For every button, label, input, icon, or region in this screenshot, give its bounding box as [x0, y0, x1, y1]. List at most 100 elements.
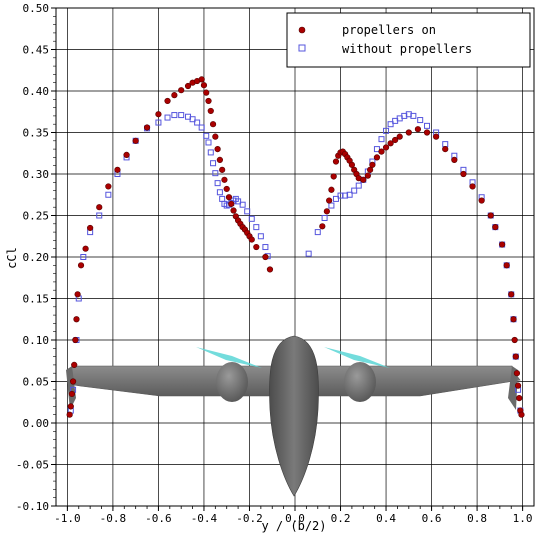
point-propellers-on-72 [382, 144, 390, 151]
point-propellers-on-79 [433, 133, 440, 140]
point-propellers-on-54 [330, 173, 337, 180]
point-propellers-on-29 [209, 121, 217, 128]
point-propellers-on-51 [323, 208, 330, 215]
point-without-propellers-43 [314, 229, 321, 236]
point-propellers-on-69 [369, 161, 376, 168]
legend-label-propellers-on: propellers on [342, 23, 436, 37]
point-propellers-on-71 [378, 148, 385, 155]
point-without-propellers-12 [155, 119, 162, 126]
point-propellers-on-3 [69, 378, 77, 385]
point-without-propellers-14 [171, 112, 178, 119]
point-without-propellers-49 [346, 191, 353, 198]
left-propeller-blade [196, 347, 262, 368]
point-propellers-on-1 [67, 403, 74, 410]
x-tick-label-6: 0.2 [331, 512, 351, 525]
point-without-propellers-65 [424, 122, 431, 129]
y-tick-label-1: -0.05 [16, 459, 49, 472]
point-propellers-on-84 [478, 197, 485, 204]
x-tick-label-1: -0.8 [100, 512, 127, 525]
y-tick-label-11: 0.45 [23, 44, 50, 57]
point-propellers-on-49 [266, 266, 274, 273]
point-propellers-on-24 [198, 76, 205, 83]
x-tick-label-5: 0.0 [285, 512, 305, 525]
legend-marker-without-propellers [298, 44, 306, 52]
y-tick-label-6: 0.20 [23, 251, 50, 264]
point-propellers-on-48 [262, 253, 269, 261]
point-propellers-on-6 [73, 316, 80, 323]
y-axis-label: cCl [5, 247, 19, 269]
right-nacelle [344, 362, 376, 402]
point-propellers-on-5 [72, 336, 79, 344]
point-without-propellers-17 [189, 116, 196, 123]
point-propellers-on-78 [423, 129, 431, 136]
point-propellers-on-33 [219, 166, 226, 173]
point-without-propellers-26 [216, 189, 223, 196]
point-without-propellers-20 [203, 132, 210, 139]
point-without-propellers-64 [417, 117, 424, 124]
point-without-propellers-34 [235, 198, 242, 205]
legend: propellers on without propellers [286, 12, 531, 68]
point-propellers-on-73 [387, 140, 394, 147]
point-propellers-on-85 [487, 212, 494, 219]
point-propellers-on-90 [510, 316, 517, 323]
point-propellers-on-13 [114, 166, 121, 173]
point-propellers-on-25 [200, 82, 208, 89]
legend-label-without-propellers: without propellers [342, 42, 472, 56]
point-without-propellers-35 [239, 201, 246, 208]
point-without-propellers-45 [328, 202, 335, 209]
point-propellers-on-47 [253, 243, 260, 251]
point-propellers-on-35 [223, 185, 230, 193]
point-without-propellers-57 [383, 127, 390, 134]
right-wingtip [508, 366, 518, 410]
point-propellers-on-87 [499, 241, 506, 248]
point-propellers-on-52 [326, 197, 333, 204]
point-without-propellers-13 [164, 114, 171, 121]
x-axis-label: y / (b/2) [261, 519, 326, 533]
point-propellers-on-68 [367, 166, 374, 173]
point-propellers-on-81 [451, 156, 458, 163]
point-propellers-on-12 [105, 183, 112, 190]
point-propellers-on-83 [469, 183, 476, 190]
point-propellers-on-15 [132, 137, 139, 144]
point-without-propellers-23 [210, 160, 217, 167]
point-propellers-on-86 [492, 224, 499, 231]
point-propellers-on-67 [364, 172, 371, 179]
point-without-propellers-25 [214, 180, 221, 187]
point-without-propellers-38 [253, 224, 260, 231]
point-propellers-on-94 [514, 382, 522, 389]
point-propellers-on-75 [396, 133, 403, 140]
point-propellers-on-50 [319, 223, 326, 230]
y-tick-label-12: 0.50 [23, 2, 50, 15]
y-tick-label-3: 0.05 [23, 376, 50, 389]
legend-box [286, 12, 531, 68]
point-without-propellers-50 [351, 187, 358, 194]
legend-marker-propellers-on [298, 26, 306, 34]
point-without-propellers-24 [212, 170, 219, 177]
point-propellers-on-97 [518, 411, 525, 418]
point-propellers-on-93 [513, 370, 521, 377]
point-without-propellers-18 [194, 119, 201, 126]
point-propellers-on-92 [512, 353, 519, 360]
point-propellers-on-9 [82, 245, 89, 252]
point-propellers-on-76 [405, 129, 412, 136]
point-propellers-on-14 [123, 151, 130, 159]
y-tick-label-2: 0.00 [23, 417, 50, 430]
aircraft-illustration [66, 335, 521, 497]
point-without-propellers-7 [105, 191, 112, 198]
point-propellers-on-77 [414, 126, 422, 133]
point-without-propellers-4 [80, 254, 87, 260]
x-tick-label-3: -0.4 [191, 512, 218, 525]
y-tick-label-10: 0.40 [23, 85, 50, 98]
point-propellers-on-30 [212, 133, 219, 140]
point-propellers-on-70 [373, 154, 381, 161]
point-propellers-on-11 [96, 204, 103, 211]
point-propellers-on-36 [225, 194, 233, 201]
point-propellers-on-10 [87, 224, 94, 232]
point-propellers-on-2 [68, 390, 76, 398]
point-without-propellers-51 [355, 182, 362, 189]
point-propellers-on-46 [248, 236, 255, 243]
point-propellers-on-20 [178, 87, 185, 94]
point-propellers-on-16 [143, 124, 151, 131]
y-tick-label-7: 0.25 [23, 210, 50, 223]
